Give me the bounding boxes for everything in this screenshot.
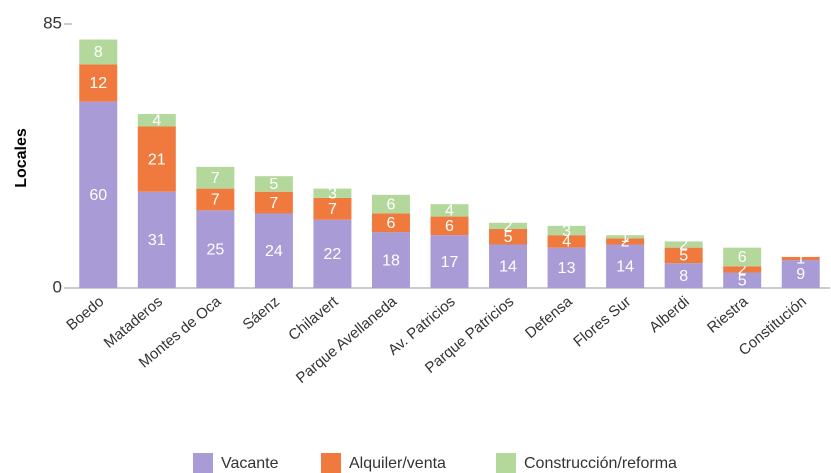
data-label: 24 [265,243,283,260]
legend-swatch [496,453,516,473]
data-label: 6 [445,218,454,235]
bar-segment [313,197,352,220]
bar-segment [196,210,235,288]
data-label: 2 [621,234,630,251]
bar-segment [137,114,176,127]
bar-segment [606,235,645,239]
bar-segment [254,191,293,214]
data-label: 8 [679,268,688,285]
data-label: 5 [679,248,688,265]
x-tick-label: Chilavert [285,293,342,345]
bar-segment [371,232,410,288]
bar-segment [723,272,762,288]
data-label: 22 [324,246,342,263]
bar-segment [430,235,469,288]
bar-segment [547,235,586,248]
bar-segment [313,188,352,198]
data-label: 7 [211,170,220,187]
bar-segment [781,260,820,288]
data-label: 18 [382,252,400,269]
legend-label: Alquiler/venta [349,455,446,472]
x-tick-label: Alberdi [646,293,693,336]
bar-segment [79,64,118,102]
x-tick-label: Defensa [522,293,576,342]
data-label: 21 [148,151,166,168]
data-label: 7 [328,201,337,218]
bar-segment [781,256,820,261]
x-tick-label: Flores Sur [570,293,634,350]
bar-segment [547,225,586,236]
bar-segment [79,39,118,65]
data-label: 14 [499,258,517,275]
data-label: 1 [621,229,630,246]
bar-segment [430,216,469,236]
legend-swatch [193,453,213,473]
bar-segment [196,166,235,189]
x-tick-label: Riestra [704,293,752,337]
bar-segment [430,204,469,217]
data-label: 9 [796,266,805,283]
bar-segment [723,266,762,273]
data-label: 1 [796,251,805,268]
bar-segment [489,244,528,288]
bar-segment [371,213,410,233]
data-label: 6 [738,249,747,266]
bar-segment [664,263,703,288]
x-tick-label: Boedo [63,293,107,334]
data-label: 60 [89,187,107,204]
bar-segment [723,247,762,267]
data-label: 31 [148,232,166,249]
legend-swatch [321,453,341,473]
x-tick-label: Parque Avellaneda [293,293,401,387]
data-label: 25 [206,241,224,258]
x-tick-label: Sáenz [239,293,283,333]
bar-segment [664,241,703,248]
legend-label: Construcción/reforma [524,455,677,472]
bar-segment [489,228,528,245]
data-label: 13 [558,260,576,277]
data-label: 8 [94,44,103,61]
data-label: 6 [387,196,396,213]
data-label: 2 [679,237,688,254]
y-axis-label: Locales [13,128,30,188]
data-label: 2 [738,262,747,279]
data-label: 17 [441,254,459,271]
bar-segment [313,219,352,288]
data-label: 5 [269,176,278,193]
data-label: 3 [328,185,337,202]
data-label: 5 [504,229,513,246]
bar-segment [254,213,293,288]
data-label: 12 [89,75,107,92]
y-tick-label: 0 [53,277,62,296]
data-label: 5 [738,272,747,289]
bar-segment [371,194,410,214]
bar-segment [137,191,176,288]
data-label: 7 [269,195,278,212]
y-tick-label: 85 [43,13,62,32]
bar-segment [254,176,293,192]
bar-segment [489,222,528,229]
bar-segment [547,247,586,288]
bar-segment [664,247,703,264]
data-label: 4 [562,234,571,251]
data-label: 2 [504,218,513,235]
data-label: 4 [152,113,161,130]
bar-segment [606,244,645,288]
data-label: 6 [387,215,396,232]
legend-label: Vacante [221,455,279,472]
bar-segment [606,238,645,245]
data-label: 7 [211,192,220,209]
bar-segment [196,188,235,211]
bar-segment [79,101,118,288]
data-label: 4 [445,203,454,220]
data-label: 14 [616,258,634,275]
data-label: 3 [562,223,571,240]
bar-segment [137,126,176,192]
